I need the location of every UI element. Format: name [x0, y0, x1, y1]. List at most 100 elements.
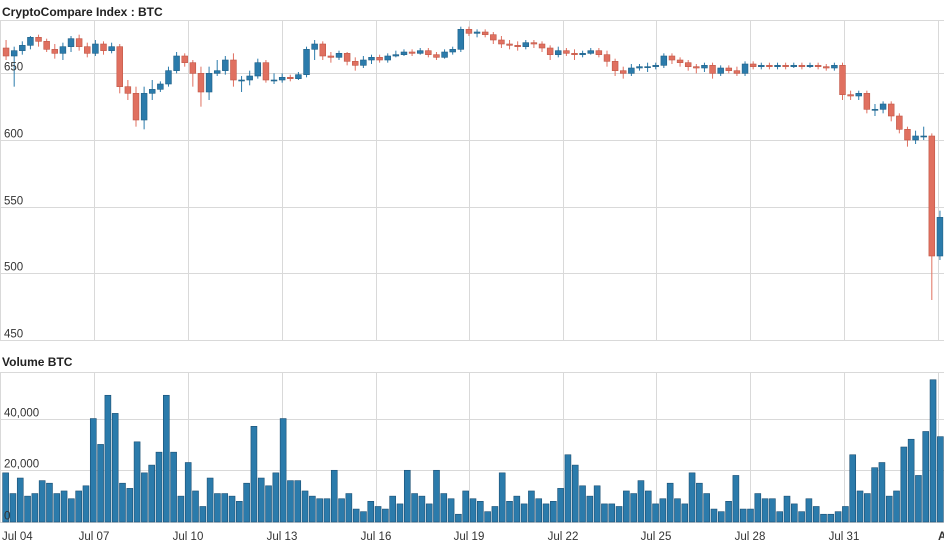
volume-bar: [681, 503, 689, 523]
candle: [416, 48, 424, 55]
candle: [59, 42, 67, 60]
volume-bar: [864, 493, 871, 523]
candle: [912, 130, 919, 144]
volume-bar: [75, 490, 82, 523]
volume-y-axis: 0 20,000 40,000: [4, 408, 39, 523]
candle: [384, 53, 391, 63]
candle: [10, 46, 18, 87]
price-y-tick-label: 450: [4, 329, 23, 341]
candle-body: [173, 55, 180, 71]
candle-body: [132, 93, 140, 121]
candle-body: [709, 65, 716, 74]
x-tick-label: Jul 13: [267, 531, 298, 543]
candle: [806, 62, 814, 68]
volume-bar: [652, 503, 659, 523]
candle: [563, 48, 570, 56]
candle-body: [571, 53, 578, 55]
volume-bar: [674, 498, 681, 523]
volume-bar: [177, 495, 185, 523]
volume-bar: [345, 493, 353, 523]
candle: [766, 62, 773, 70]
candle-body: [912, 135, 919, 141]
price-y-tick-label: 500: [4, 262, 23, 274]
candle-body: [352, 61, 359, 66]
candle: [400, 49, 408, 56]
candle-body: [222, 59, 229, 71]
candle: [311, 40, 318, 60]
candle-body: [530, 42, 538, 45]
x-tick-label: Jul 04: [2, 531, 33, 543]
volume-bar: [265, 485, 272, 523]
volume-bar: [184, 462, 192, 523]
volume-bar: [666, 482, 674, 523]
candle: [189, 60, 197, 87]
volume-bar: [126, 488, 134, 523]
volume-bar: [68, 498, 75, 523]
candle-body: [295, 74, 302, 79]
candle-body: [887, 103, 895, 117]
candle: [449, 46, 456, 55]
volume-bar: [221, 493, 229, 523]
volume-bar: [513, 495, 521, 523]
volume-bar: [389, 495, 396, 523]
candle: [43, 38, 50, 52]
candle-body: [92, 43, 99, 54]
price-chart-title: CryptoCompare Index : BTC: [2, 5, 163, 19]
volume-bar: [433, 469, 440, 523]
candle: [67, 36, 75, 52]
candle: [936, 210, 944, 260]
candle: [165, 66, 172, 87]
candle-body: [84, 46, 91, 54]
candle: [327, 52, 335, 63]
volume-bar: [608, 503, 616, 523]
candle-body: [920, 135, 927, 138]
volume-bar: [791, 503, 798, 523]
x-tick-label: Jul 16: [361, 531, 392, 543]
candle: [181, 53, 188, 67]
volume-bar: [761, 498, 769, 523]
volume-bar: [228, 495, 236, 523]
candle-body: [839, 65, 846, 95]
candle: [839, 62, 846, 100]
candle: [896, 113, 903, 134]
volume-bar: [257, 477, 265, 523]
candle: [124, 80, 132, 100]
candle: [319, 41, 326, 60]
candle-body: [343, 53, 351, 62]
volume-bar: [564, 454, 572, 523]
candle-body: [287, 77, 294, 79]
volume-bar: [192, 490, 199, 523]
candle-body: [19, 45, 26, 51]
candle-body: [278, 77, 286, 81]
candle-body: [733, 70, 741, 74]
volume-bar: [148, 464, 155, 523]
volume-bar: [469, 498, 477, 523]
candle: [798, 62, 806, 70]
volume-bar: [805, 498, 813, 523]
volume-bar: [89, 418, 97, 523]
candle-body: [676, 59, 684, 63]
candle-body: [408, 51, 416, 54]
candle: [555, 46, 562, 58]
candle-body: [197, 73, 205, 93]
candle: [611, 58, 619, 76]
candle-body: [628, 67, 635, 74]
volume-bar: [316, 498, 323, 523]
candle-body: [262, 62, 270, 81]
volume-bar: [703, 493, 710, 523]
volume-bar: [133, 441, 141, 523]
volume-bar: [732, 475, 740, 523]
volume-bar: [82, 485, 90, 523]
candle: [587, 48, 594, 55]
volume-bar: [885, 495, 893, 523]
volume-bars: [2, 379, 944, 523]
volume-bar: [440, 493, 448, 523]
candle: [652, 62, 659, 70]
volume-bar: [338, 498, 345, 523]
candle-body: [595, 50, 603, 55]
candle: [628, 64, 635, 76]
candle-body: [563, 50, 570, 54]
volume-bar: [696, 482, 703, 523]
candle-body: [636, 66, 643, 69]
